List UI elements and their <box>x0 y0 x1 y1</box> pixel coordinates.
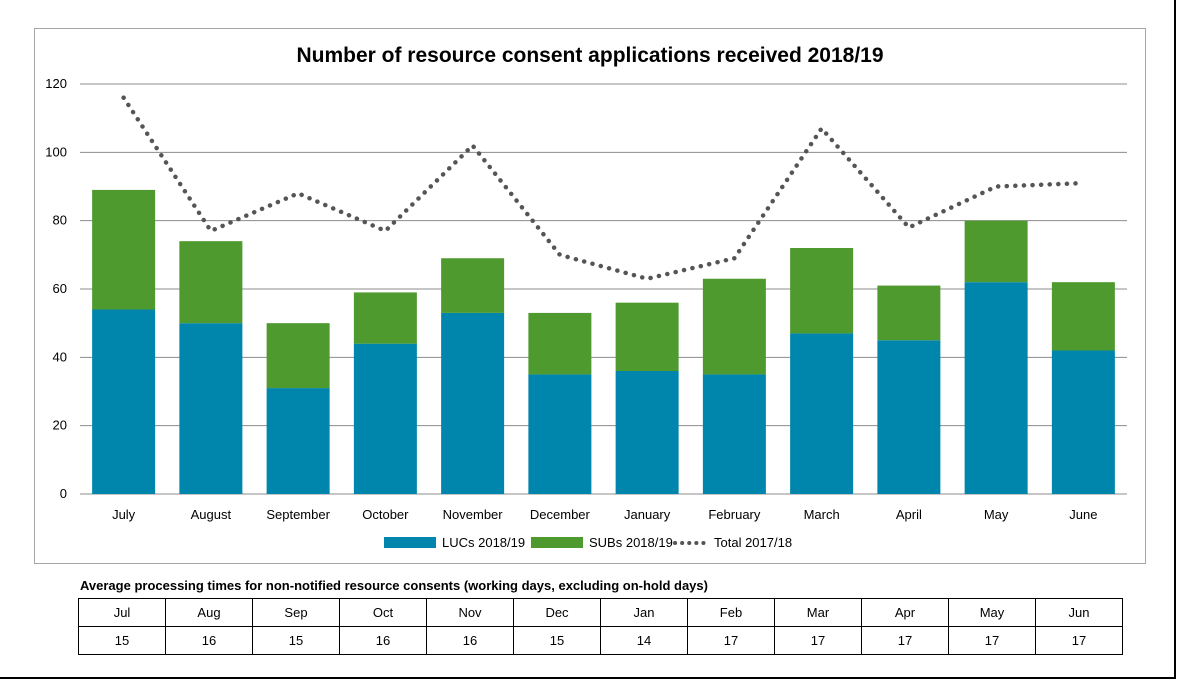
x-tick-label: November <box>443 507 504 522</box>
table-cell-month: Mar <box>774 598 862 627</box>
legend: LUCs 2018/19 SUBs 2018/19 Total 2017/18 <box>384 535 792 550</box>
table-cell-month: Jun <box>1035 598 1123 627</box>
table-cell-value: 17 <box>687 626 775 655</box>
bar-lucs <box>1051 350 1115 494</box>
x-tick-label: October <box>362 507 409 522</box>
table-cell-month: Feb <box>687 598 775 627</box>
x-tick-label: September <box>266 507 330 522</box>
bar-subs <box>441 258 505 313</box>
x-tick-label: August <box>191 507 232 522</box>
table-cell-value: 15 <box>252 626 340 655</box>
bar-lucs <box>92 309 156 494</box>
bar-subs <box>92 189 156 310</box>
processing-times-table: Jul Aug Sep Oct Nov Dec Jan Feb Mar Apr May Jun 15 1… <box>78 598 1123 655</box>
legend-label-subs: SUBs 2018/19 <box>589 535 673 550</box>
y-tick-label: 0 <box>60 486 67 501</box>
table-cell-month: Dec <box>513 598 601 627</box>
table-row-months: Jul Aug Sep Oct Nov Dec Jan Feb Mar Apr May Jun <box>78 598 1123 627</box>
gridlines <box>80 83 1127 495</box>
bar-subs <box>790 248 854 334</box>
x-tick-label: December <box>530 507 591 522</box>
x-tick-label: June <box>1069 507 1097 522</box>
chart-area: Number of resource consent applications … <box>34 28 1146 564</box>
table-cell-month: Aug <box>165 598 253 627</box>
bar-lucs <box>964 282 1028 494</box>
x-axis-ticks: July August September October November Decemb… <box>112 507 1097 522</box>
chart-title: Number of resource consent applications … <box>296 44 883 67</box>
table-cell-value: 17 <box>861 626 949 655</box>
bar-subs <box>964 220 1028 283</box>
y-tick-label: 120 <box>45 76 67 91</box>
bars <box>92 189 1115 494</box>
x-tick-label: April <box>896 507 922 522</box>
legend-swatch-lucs <box>384 537 436 548</box>
table-cell-value: 17 <box>948 626 1036 655</box>
bar-subs <box>615 302 679 371</box>
total-line <box>121 95 1086 281</box>
bar-subs <box>528 312 592 375</box>
legend-label-total: Total 2017/18 <box>714 535 792 550</box>
table-caption: Average processing times for non-notifie… <box>80 578 708 593</box>
table-cell-value: 17 <box>1035 626 1123 655</box>
bar-lucs <box>179 323 243 494</box>
table-cell-value: 15 <box>513 626 601 655</box>
table-cell-month: Nov <box>426 598 514 627</box>
table-cell-value: 16 <box>339 626 427 655</box>
bar-lucs <box>441 312 505 494</box>
bar-subs <box>353 292 417 344</box>
table-cell-value: 17 <box>774 626 862 655</box>
table-cell-month: Jul <box>78 598 166 627</box>
x-tick-label: February <box>708 507 761 522</box>
table-cell-month: Sep <box>252 598 340 627</box>
table-row-values: 15 16 15 16 16 15 14 17 17 17 17 17 <box>78 626 1123 655</box>
x-tick-label: July <box>112 507 136 522</box>
x-tick-label: May <box>984 507 1009 522</box>
bar-lucs <box>528 374 592 494</box>
chart-svg: Number of resource consent applications … <box>45 44 1127 550</box>
bar-lucs <box>877 340 941 494</box>
x-tick-label: March <box>804 507 840 522</box>
y-axis-ticks: 0 20 40 60 80 100 120 <box>45 76 67 501</box>
table-cell-month: Oct <box>339 598 427 627</box>
table-cell-month: Apr <box>861 598 949 627</box>
bar-subs <box>1051 282 1115 351</box>
y-tick-label: 40 <box>53 349 67 364</box>
bar-subs <box>877 285 941 341</box>
bar-subs <box>266 323 330 389</box>
bar-lucs <box>266 388 330 494</box>
y-tick-label: 60 <box>53 281 67 296</box>
legend-label-lucs: LUCs 2018/19 <box>442 535 525 550</box>
bar-subs <box>702 278 766 375</box>
bar-lucs <box>353 343 417 494</box>
bar-lucs <box>702 374 766 494</box>
bar-lucs <box>615 371 679 494</box>
table-cell-value: 16 <box>426 626 514 655</box>
x-tick-label: January <box>624 507 671 522</box>
table-cell-value: 14 <box>600 626 688 655</box>
y-tick-label: 20 <box>53 418 67 433</box>
bar-lucs <box>790 333 854 494</box>
line-total-2017-18 <box>121 95 1086 281</box>
table-cell-value: 15 <box>78 626 166 655</box>
y-tick-label: 100 <box>45 144 67 159</box>
table-cell-value: 16 <box>165 626 253 655</box>
table-cell-month: May <box>948 598 1036 627</box>
bar-subs <box>179 241 243 324</box>
legend-swatch-subs <box>531 537 583 548</box>
y-tick-label: 80 <box>53 213 67 228</box>
table-cell-month: Jan <box>600 598 688 627</box>
